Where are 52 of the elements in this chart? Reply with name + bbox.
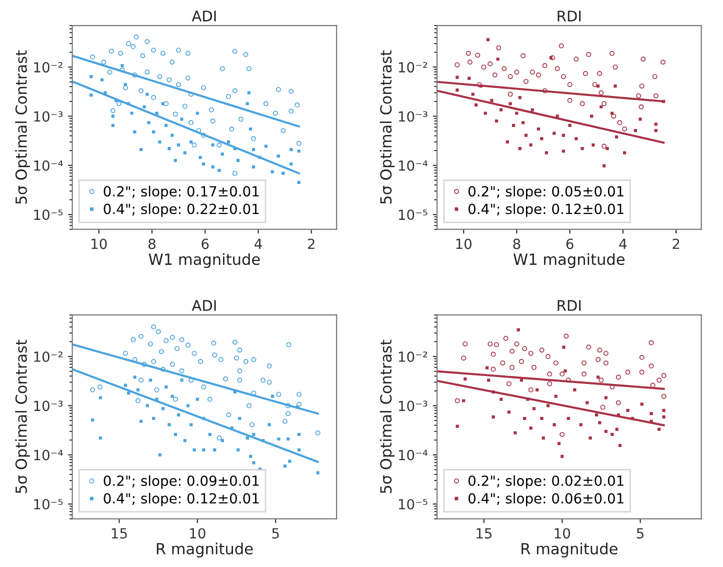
y-tick-label: 10⁻³ (398, 111, 428, 122)
x-axis-title: W1 magnitude (514, 253, 625, 268)
x-tick-label: 2 (308, 238, 314, 249)
chart-title: RDI (558, 300, 581, 311)
y-axis-title: 5σ Optimal Contrast (380, 340, 395, 494)
x-tick-label: 8 (148, 238, 156, 250)
y-tick-label: 10⁻⁴ (34, 450, 63, 460)
x-tick-label: 5 (272, 528, 279, 539)
legend-label: 0.4"; slope: 0.06±0.01 (468, 492, 624, 506)
x-tick-label: 8 (513, 238, 520, 250)
x-tick-label: 6 (202, 238, 209, 250)
y-axis-title: 5σ Optimal Contrast (15, 340, 30, 494)
x-axis-title: R magnitude (522, 542, 618, 558)
y-tick-label: 10⁻³ (398, 400, 428, 412)
y-tick-label: 10⁻⁴ (398, 160, 428, 171)
y-tick-label: 10⁻² (398, 351, 428, 362)
chart-title: ADI (192, 10, 216, 22)
y-tick-label: 10⁻² (34, 351, 62, 362)
x-tick-label: 10 (456, 238, 472, 250)
x-axis-title: R magnitude (156, 542, 253, 558)
y-tick-label: 10⁻⁴ (34, 160, 63, 171)
y-tick-label: 10⁻⁵ (398, 210, 428, 220)
y-tick-label: 10⁻³ (34, 400, 63, 412)
y-tick-label: 10⁻² (398, 62, 428, 73)
x-tick-label: 6 (566, 238, 574, 250)
legend-label: 0.4"; slope: 0.12±0.01 (468, 203, 624, 217)
y-tick-label: 10⁻⁴ (398, 450, 428, 460)
legend-label: 0.2"; slope: 0.05±0.01 (468, 186, 624, 200)
chart-title: RDI (558, 10, 581, 22)
y-axis-title: 5σ Optimal Contrast (380, 50, 395, 204)
legend-label: 0.2"; slope: 0.17±0.01 (104, 186, 259, 200)
y-tick-label: 10⁻⁵ (398, 498, 428, 510)
legend-label: 0.2"; slope: 0.09±0.01 (104, 475, 259, 489)
legend-label: 0.4"; slope: 0.12±0.01 (104, 492, 259, 506)
x-tick-label: 2 (672, 238, 680, 249)
x-axis-title: W1 magnitude (148, 253, 260, 268)
x-tick-label: 5 (636, 528, 644, 539)
x-tick-label: 15 (476, 528, 492, 539)
chart-title: ADI (192, 300, 216, 311)
y-tick-label: 10⁻⁵ (34, 210, 63, 220)
x-tick-label: 10 (92, 238, 107, 250)
x-tick-label: 15 (112, 528, 127, 539)
y-tick-label: 10⁻² (34, 62, 62, 73)
y-axis-title: 5σ Optimal Contrast (15, 50, 30, 204)
x-tick-label: 4 (619, 238, 627, 249)
x-tick-label: 10 (190, 528, 206, 539)
x-tick-label: 4 (254, 238, 262, 249)
y-tick-label: 10⁻³ (34, 111, 63, 122)
x-tick-label: 10 (554, 528, 570, 539)
y-tick-label: 10⁻⁵ (34, 498, 63, 510)
legend-label: 0.2"; slope: 0.02±0.01 (468, 475, 624, 489)
legend-label: 0.4"; slope: 0.22±0.01 (104, 203, 259, 217)
